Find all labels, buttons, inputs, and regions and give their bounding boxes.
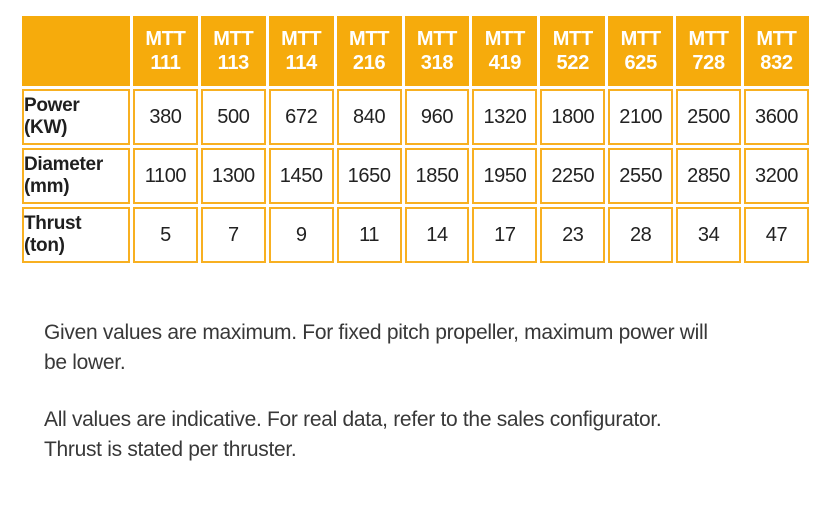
column-header-mtt-419: MTT 419	[472, 16, 538, 86]
table-cell: 47	[744, 207, 809, 263]
table-header-row: MTT 111 MTT 113 MTT 114 MTT 216 MTT 318 …	[22, 16, 809, 86]
row-label-unit: (KW)	[24, 117, 68, 138]
table-cell: 7	[200, 207, 266, 263]
table-cell: 23	[540, 207, 606, 263]
table-cell: 9	[268, 207, 334, 263]
table-cell: 1450	[268, 148, 334, 204]
row-label-thrust: Thrust (ton)	[22, 207, 130, 263]
table-cell: 1650	[336, 148, 402, 204]
column-header-mtt-522: MTT 522	[540, 16, 606, 86]
table-cell: 11	[336, 207, 402, 263]
table-cell: 1100	[133, 148, 198, 204]
note-line: Given values are maximum. For fixed pitc…	[44, 321, 708, 344]
table-cell: 5	[133, 207, 198, 263]
column-header-mtt-318: MTT 318	[404, 16, 470, 86]
row-label-text: Diameter	[24, 154, 103, 176]
table-row-diameter: Diameter (mm) 1100 1300 1450 1650 1850 1…	[22, 148, 809, 204]
table-cell: 1850	[404, 148, 470, 204]
thruster-specs-table: MTT 111 MTT 113 MTT 114 MTT 216 MTT 318 …	[19, 13, 812, 266]
row-label-diameter: Diameter (mm)	[22, 148, 130, 204]
table-cell: 672	[268, 89, 334, 145]
table-cell: 1300	[200, 148, 266, 204]
corner-cell	[22, 16, 130, 86]
note-line: Thrust is stated per thruster.	[44, 438, 297, 461]
column-header-mtt-216: MTT 216	[336, 16, 402, 86]
row-label-text: Power	[24, 95, 80, 117]
column-header-mtt-625: MTT 625	[608, 16, 674, 86]
column-header-mtt-728: MTT 728	[676, 16, 742, 86]
table-cell: 960	[404, 89, 470, 145]
table-cell: 1950	[472, 148, 538, 204]
table-row-power: Power (KW) 380 500 672 840 960 1320 1800…	[22, 89, 809, 145]
note-line: be lower.	[44, 351, 126, 374]
table-cell: 3200	[744, 148, 809, 204]
table-cell: 2100	[608, 89, 674, 145]
table-cell: 1800	[540, 89, 606, 145]
column-header-mtt-114: MTT 114	[268, 16, 334, 86]
row-label-power: Power (KW)	[22, 89, 130, 145]
table-cell: 2850	[676, 148, 742, 204]
note-indicative-values: All values are indicative. For real data…	[44, 405, 662, 465]
note-line: All values are indicative. For real data…	[44, 408, 662, 431]
table-cell: 380	[133, 89, 198, 145]
row-label-unit: (ton)	[24, 235, 65, 256]
table-row-thrust: Thrust (ton) 5 7 9 11 14 17 23 28 34 47	[22, 207, 809, 263]
table-cell: 17	[472, 207, 538, 263]
table-cell: 840	[336, 89, 402, 145]
table-cell: 34	[676, 207, 742, 263]
table-cell: 14	[404, 207, 470, 263]
table-cell: 500	[200, 89, 266, 145]
column-header-mtt-113: MTT 113	[200, 16, 266, 86]
table-cell: 2550	[608, 148, 674, 204]
row-label-text: Thrust	[24, 213, 82, 235]
table-cell: 2500	[676, 89, 742, 145]
table-cell: 28	[608, 207, 674, 263]
note-maximum-values: Given values are maximum. For fixed pitc…	[44, 318, 708, 378]
column-header-mtt-111: MTT 111	[133, 16, 198, 86]
table-cell: 3600	[744, 89, 809, 145]
table-cell: 1320	[472, 89, 538, 145]
table-cell: 2250	[540, 148, 606, 204]
row-label-unit: (mm)	[24, 176, 70, 197]
column-header-mtt-832: MTT 832	[744, 16, 809, 86]
